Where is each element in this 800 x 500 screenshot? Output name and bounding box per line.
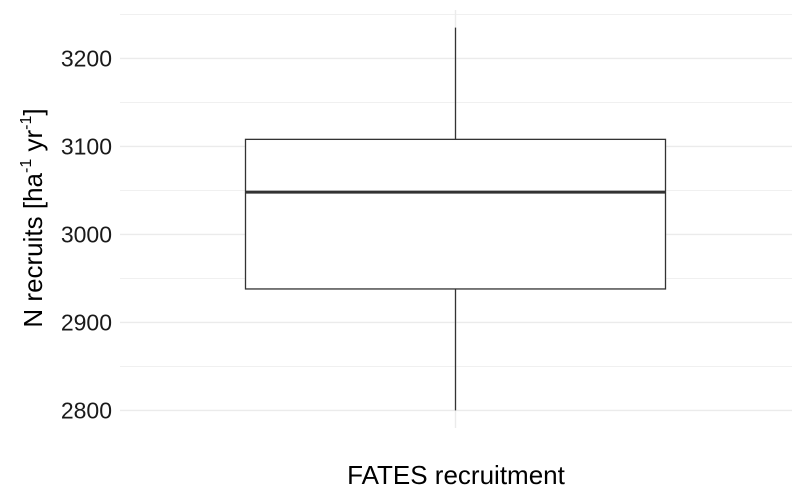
y-axis-title-middle: yr <box>18 130 48 159</box>
y-axis-title-suffix: ] <box>18 108 48 115</box>
y-tick-label: 2900 <box>61 309 112 335</box>
y-tick-label: 3200 <box>61 45 112 71</box>
x-axis-title: FATES recruitment <box>347 460 565 490</box>
box-0 <box>244 27 667 411</box>
box-iqr <box>244 138 667 290</box>
y-axis-title-exp2: -1 <box>18 116 35 130</box>
y-axis-title: N recruits [ha-1 yr-1] <box>18 108 48 327</box>
y-tick-label: 3000 <box>61 221 112 247</box>
y-tick-label: 2800 <box>61 397 112 423</box>
y-tick-labels: 2800 2900 3000 3100 3200 <box>61 45 112 423</box>
y-axis-title-exp1: -1 <box>18 159 35 173</box>
y-axis-title-prefix: N recruits [ha <box>18 172 48 327</box>
y-tick-label: 3100 <box>61 133 112 159</box>
box-series <box>244 27 667 411</box>
